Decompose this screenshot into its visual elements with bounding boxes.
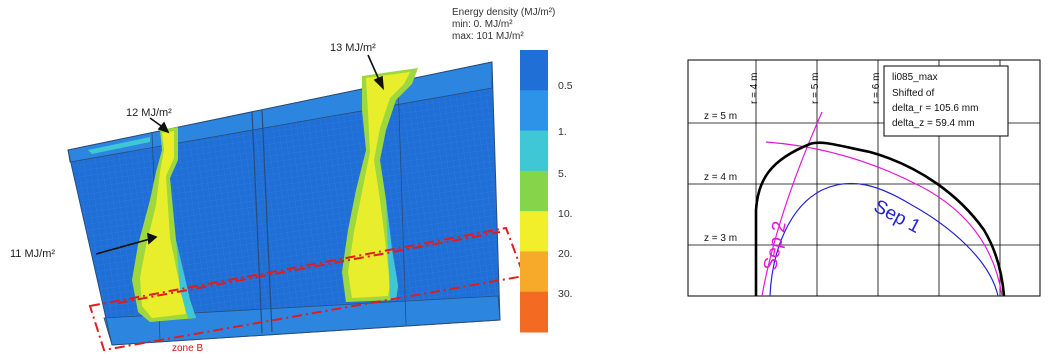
r-label: r = 4 m (749, 72, 760, 104)
sep2-curve (761, 111, 823, 297)
hot-spot-left (132, 127, 196, 322)
colorbar-title-line: Energy density (MJ/m²) (452, 7, 556, 18)
colorbar-segment (520, 170, 548, 212)
sep2-curve-upper (765, 141, 1003, 297)
zone-b-label: zone B (172, 343, 204, 354)
zone-b-centerline (117, 231, 501, 304)
legend-line: Shifted of (892, 88, 935, 99)
colorbar-segment (520, 130, 548, 172)
r-label: r = 6 m (871, 72, 882, 104)
colorbar-segment (520, 211, 548, 252)
colorbar-segment (520, 90, 548, 132)
colorbar-segment (520, 251, 548, 293)
z-label: z = 4 m (704, 172, 738, 183)
colorbar-segment (520, 50, 548, 91)
colorbar-segment (520, 291, 548, 333)
annotation-left-top: 12 MJ/m² (126, 107, 172, 119)
colorbar-tick-label: 5. (558, 168, 567, 180)
z-label: z = 3 m (704, 233, 738, 244)
sep1-curve (769, 182, 999, 297)
r-label: r = 5 m (810, 72, 821, 104)
annotation-right-top: 13 MJ/m² (330, 42, 376, 54)
colorbar-tick-label: 0.5 (558, 80, 573, 92)
colorbar-max-line: max: 101 MJ/m² (452, 31, 524, 42)
z-label: z = 5 m (704, 111, 738, 122)
colorbar-tick-label: 1. (558, 126, 567, 138)
legend-line: delta_r = 105.6 mm (892, 103, 979, 114)
colorbar-min-line: min: 0. MJ/m² (452, 19, 513, 30)
legend-box (883, 65, 1009, 137)
black-boundary (754, 141, 1006, 297)
colorbar-tick-label: 30. (558, 288, 573, 300)
legend-title: li085_max (892, 72, 938, 83)
legend-line: delta_z = 59.4 mm (892, 118, 975, 129)
annotation-left-mid: 11 MJ/m² (10, 248, 56, 260)
colorbar-title: Energy density (MJ/m²) min: 0. MJ/m² max… (452, 7, 555, 43)
colorbar-tick-label: 10. (558, 208, 573, 220)
annotation-arrows (95, 54, 384, 255)
colorbar (520, 50, 548, 333)
colorbar-tick-label: 20. (558, 248, 573, 260)
